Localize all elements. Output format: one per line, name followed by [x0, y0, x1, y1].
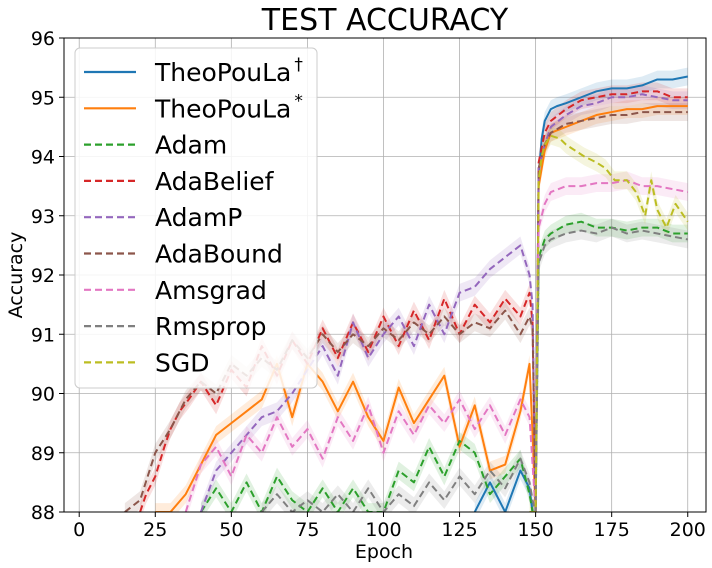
legend-box — [74, 47, 318, 389]
series-line — [200, 220, 688, 512]
y-tick-label: 89 — [31, 443, 55, 465]
x-tick-label: 150 — [517, 519, 553, 541]
series-line — [199, 93, 688, 512]
x-tick-label: 25 — [143, 519, 167, 541]
series-band — [200, 212, 688, 512]
legend: TheoPouLa † TheoPouLa * Adam AdaBelief AdamP Ad… — [74, 47, 318, 389]
y-axis-label: Accuracy — [5, 232, 27, 319]
series-band — [155, 97, 688, 512]
x-tick-label: 50 — [219, 519, 243, 541]
x-tick-label: 200 — [670, 519, 706, 541]
legend-label: AdaBelief — [155, 167, 275, 196]
y-tick-label: 96 — [31, 28, 55, 50]
x-tick-label: 75 — [295, 519, 319, 541]
chart-title: TEST ACCURACY — [261, 3, 509, 38]
confidence-bands — [124, 67, 688, 512]
y-tick-label: 94 — [31, 147, 55, 169]
x-tick-label: 125 — [441, 519, 477, 541]
x-axis-ticks: 0 25 50 75 100 125 150 175 200 — [73, 512, 706, 541]
y-tick-label: 92 — [31, 265, 55, 287]
x-axis-label: Epoch — [355, 541, 413, 563]
y-tick-label: 95 — [31, 87, 55, 109]
series-line — [184, 179, 688, 512]
x-tick-label: 100 — [365, 519, 401, 541]
series-line — [261, 226, 688, 512]
legend-label: SGD — [155, 348, 210, 377]
legend-label: AdamP — [155, 203, 242, 232]
legend-label: Adam — [155, 131, 227, 160]
series-line — [529, 134, 689, 512]
x-tick-label: 175 — [594, 519, 630, 541]
legend-label: TheoPouLa * — [154, 91, 303, 123]
y-tick-label: 88 — [31, 502, 55, 524]
legend-label: Amsgrad — [155, 276, 267, 305]
y-tick-label: 90 — [31, 384, 55, 406]
legend-label: Rmsprop — [155, 312, 267, 341]
y-tick-label: 91 — [31, 324, 55, 346]
series-line — [473, 75, 688, 512]
y-tick-label: 93 — [31, 206, 55, 228]
legend-label: TheoPouLa † — [154, 55, 303, 87]
x-tick-label: 0 — [73, 519, 85, 541]
y-axis-ticks: 88 89 90 91 92 93 94 95 96 — [31, 28, 64, 524]
legend-label: AdaBound — [155, 240, 283, 269]
